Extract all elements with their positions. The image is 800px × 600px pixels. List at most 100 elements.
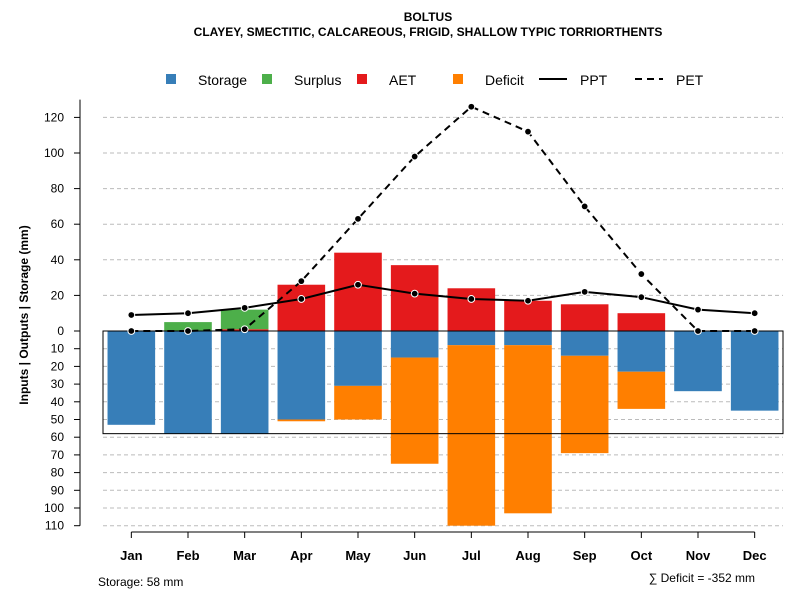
x-tick-label-jun: Jun bbox=[403, 548, 426, 563]
x-tick-label-jul: Jul bbox=[462, 548, 481, 563]
x-tick-label-dec: Dec bbox=[743, 548, 767, 563]
bar-deficit-may bbox=[334, 385, 382, 420]
point-ppt-mar bbox=[240, 303, 249, 312]
y-tick-label-bottom-110: 110 bbox=[45, 519, 64, 533]
bar-deficit-oct bbox=[617, 371, 666, 409]
legend-swatch-aet bbox=[357, 74, 367, 84]
bar-aet-jul bbox=[447, 288, 496, 331]
legend: Storage Surplus AET Deficit PPT PET bbox=[166, 72, 704, 88]
point-ppt-feb bbox=[184, 309, 192, 318]
point-pet-dec bbox=[750, 327, 759, 335]
point-pet-mar bbox=[240, 325, 249, 334]
y-tick-label-top-40: 40 bbox=[51, 253, 65, 267]
point-pet-apr bbox=[297, 277, 306, 286]
chart-subtitle: CLAYEY, SMECTITIC, CALCAREOUS, FRIGID, S… bbox=[194, 25, 663, 39]
x-tick-label-jan: Jan bbox=[120, 548, 142, 563]
overlay bbox=[102, 102, 784, 435]
x-tick-label-sep: Sep bbox=[573, 548, 597, 563]
x-tick-label-nov: Nov bbox=[686, 548, 711, 563]
point-pet-feb bbox=[184, 327, 192, 335]
point-ppt-jun bbox=[410, 289, 419, 298]
y-tick-label-bottom-40: 40 bbox=[51, 395, 65, 409]
bar-aet-may bbox=[334, 252, 382, 331]
point-pet-aug bbox=[524, 127, 532, 136]
legend-label-ppt: PPT bbox=[580, 72, 608, 88]
bar-storage-feb bbox=[164, 331, 212, 434]
legend-label-deficit: Deficit bbox=[485, 72, 524, 88]
bar-storage-aug bbox=[504, 331, 552, 346]
point-ppt-oct bbox=[637, 293, 646, 302]
bar-storage-may bbox=[334, 331, 382, 386]
grid-lines bbox=[103, 116, 783, 527]
bar-surplus-mar bbox=[220, 309, 269, 330]
legend-swatch-surplus bbox=[262, 74, 272, 84]
legend-swatch-deficit bbox=[453, 74, 463, 84]
footer-deficit: ∑ Deficit = -352 mm bbox=[649, 571, 755, 585]
bar-storage-sep bbox=[560, 331, 609, 356]
legend-label-surplus: Surplus bbox=[294, 72, 341, 88]
y-tick-label-bottom-60: 60 bbox=[51, 430, 65, 444]
x-tick-label-feb: Feb bbox=[176, 548, 199, 563]
x-tick-label-may: May bbox=[345, 548, 371, 563]
line-ppt bbox=[131, 283, 755, 316]
bar-storage-jan bbox=[107, 331, 156, 425]
bar-surplus-feb bbox=[164, 322, 212, 331]
bar-deficit-aug bbox=[504, 345, 552, 514]
footer-storage: Storage: 58 mm bbox=[98, 575, 183, 589]
bar-aet-sep bbox=[560, 304, 609, 331]
point-ppt-apr bbox=[297, 295, 306, 303]
line-pet bbox=[131, 105, 755, 332]
y-axis-label: Inputs | Outputs | Storage (mm) bbox=[17, 225, 31, 404]
point-ppt-sep bbox=[580, 287, 589, 296]
y-tick-label-bottom-20: 20 bbox=[51, 359, 65, 373]
chart-title: BOLTUS bbox=[404, 10, 452, 24]
bar-storage-jul bbox=[447, 331, 496, 346]
bar-storage-oct bbox=[617, 331, 666, 372]
point-ppt-dec bbox=[750, 309, 759, 318]
bar-deficit-jul bbox=[447, 345, 496, 526]
bar-aet-aug bbox=[504, 300, 552, 331]
x-tick-label-oct: Oct bbox=[630, 548, 652, 563]
point-ppt-aug bbox=[524, 296, 532, 305]
bar-storage-jun bbox=[390, 331, 439, 358]
x-tick-label-aug: Aug bbox=[515, 548, 540, 563]
legend-label-pet: PET bbox=[676, 72, 704, 88]
bar-deficit-apr bbox=[277, 419, 326, 422]
bars bbox=[107, 252, 779, 526]
point-ppt-jan bbox=[127, 311, 136, 319]
legend-label-storage: Storage bbox=[198, 72, 247, 88]
y-tick-label-bottom-90: 90 bbox=[51, 483, 65, 497]
x-tick-label-apr: Apr bbox=[290, 548, 312, 563]
point-pet-sep bbox=[580, 202, 589, 211]
bar-aet-apr bbox=[277, 284, 326, 331]
y-tick-label-top-120: 120 bbox=[44, 110, 64, 124]
point-pet-oct bbox=[637, 270, 646, 278]
point-pet-may bbox=[354, 214, 362, 223]
point-pet-jun bbox=[410, 152, 419, 161]
x-tick-label-mar: Mar bbox=[233, 548, 256, 563]
y-tick-label-bottom-30: 30 bbox=[51, 377, 65, 391]
bar-storage-dec bbox=[730, 331, 779, 411]
y-tick-label-bottom-10: 10 bbox=[51, 342, 65, 356]
y-tick-label-top-60: 60 bbox=[51, 217, 65, 231]
point-pet-nov bbox=[694, 327, 702, 335]
point-ppt-may bbox=[354, 280, 362, 289]
legend-swatch-storage bbox=[166, 74, 176, 84]
y-tick-label-top-100: 100 bbox=[44, 146, 64, 160]
legend-label-aet: AET bbox=[389, 72, 417, 88]
y-tick-label-top-20: 20 bbox=[51, 288, 65, 302]
y-tick-label-top-0: 0 bbox=[57, 324, 64, 338]
point-pet-jan bbox=[127, 327, 136, 335]
point-ppt-jul bbox=[467, 295, 476, 303]
y-tick-label-bottom-80: 80 bbox=[51, 466, 65, 480]
point-ppt-nov bbox=[694, 305, 702, 314]
y-tick-label-top-80: 80 bbox=[51, 182, 65, 196]
axes: 0 20 40 60 80 100 120 10 20 30 40 50 60 70 80 90 100 110 J… bbox=[44, 99, 767, 563]
y-tick-label-bottom-100: 100 bbox=[44, 501, 64, 515]
bar-storage-apr bbox=[277, 331, 326, 420]
point-pet-jul bbox=[467, 102, 476, 111]
bar-aet-oct bbox=[617, 313, 666, 331]
y-tick-label-bottom-50: 50 bbox=[51, 413, 65, 427]
bar-deficit-jun bbox=[390, 357, 439, 464]
